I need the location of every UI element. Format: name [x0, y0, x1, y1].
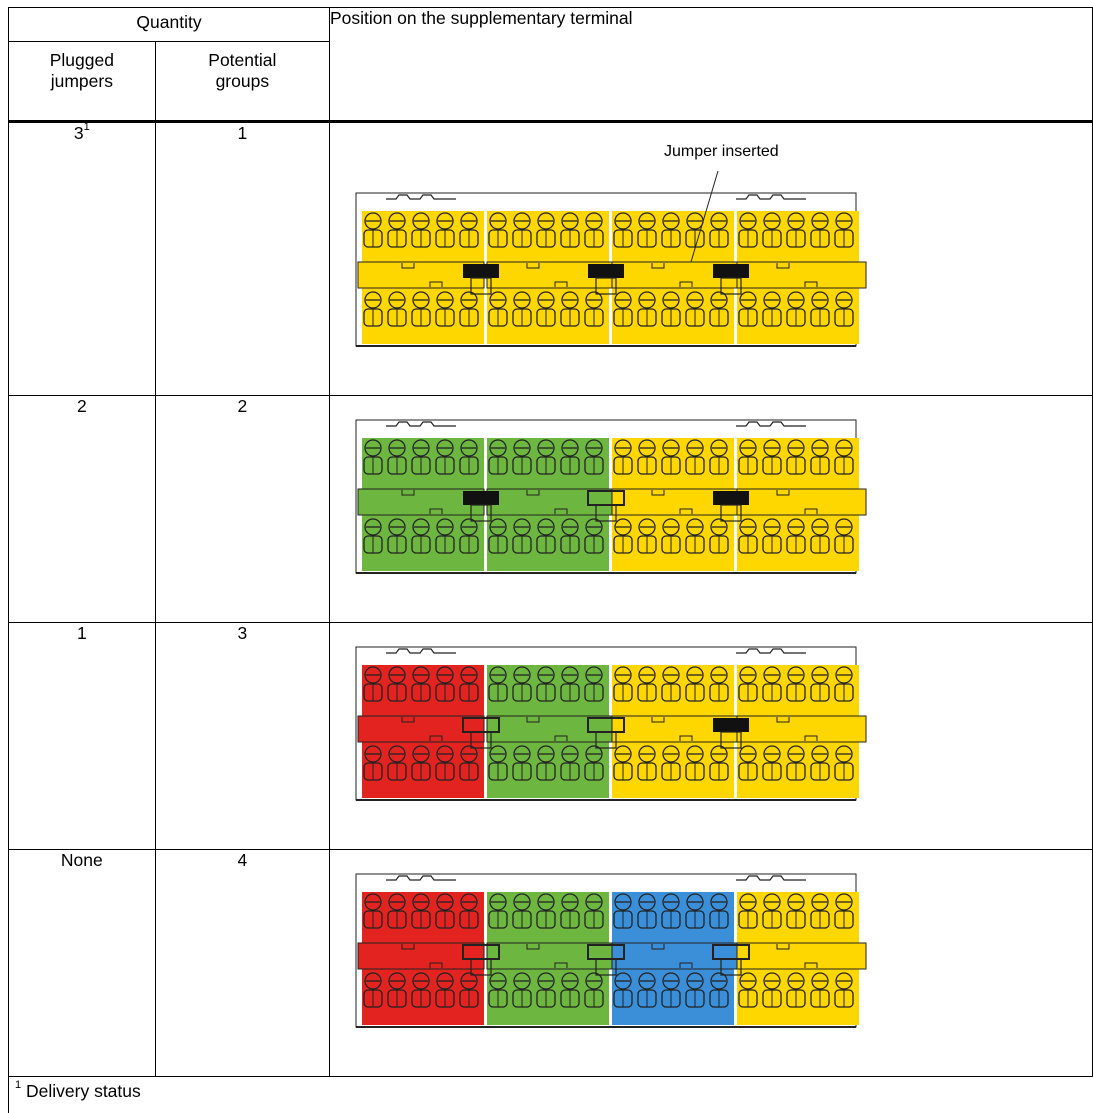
table-row: 31 1 Jumper inserted: [9, 122, 1093, 396]
callout-leader-line: [330, 123, 570, 273]
position-header-label: Position on the supplementary terminal: [330, 8, 633, 28]
potential-groups-value: 4: [237, 850, 247, 870]
bus-strip: [737, 943, 866, 969]
plugged-jumpers-cell: 1: [9, 623, 156, 850]
terminal-cell: [329, 623, 1092, 850]
plugged-jumpers-value: 2: [77, 396, 87, 416]
potential-groups-value: 2: [237, 396, 247, 416]
potential-groups-cell: 2: [155, 396, 329, 623]
terminal-cell: Jumper inserted: [329, 122, 1092, 396]
bus-strip: [612, 943, 737, 969]
bus-strip: [737, 489, 866, 515]
bus-strip: [487, 489, 612, 515]
position-header: Position on the supplementary terminal: [329, 8, 1092, 122]
bus-strip: [487, 716, 612, 742]
footnote-text: Delivery status: [26, 1081, 141, 1101]
table-row: 2 2: [9, 396, 1093, 623]
potential-groups-value: 3: [237, 623, 247, 643]
potential-groups-value: 1: [237, 123, 247, 143]
supplementary-terminal-diagram: [330, 850, 1092, 1076]
terminal-cell: [329, 396, 1092, 623]
potential-groups-cell: 4: [155, 850, 329, 1077]
supplementary-terminal-diagram: [330, 623, 1092, 849]
table-row: None 4: [9, 850, 1093, 1077]
jumper-inserted-icon: [713, 718, 749, 732]
plugged-jumpers-header: Plugged jumpers: [9, 42, 156, 122]
page: Quantity Position on the supplementary t…: [0, 0, 1093, 1086]
potential-groups-header: Potential groups: [155, 42, 329, 122]
bus-strip: [737, 716, 866, 742]
potential-groups-cell: 3: [155, 623, 329, 850]
table-row: 1 3: [9, 623, 1093, 850]
jumper-inserted-icon: [713, 491, 749, 505]
plugged-jumpers-cell: 2: [9, 396, 156, 623]
terminal-cell: [329, 850, 1092, 1077]
bus-strip: [358, 716, 484, 742]
jumper-inserted-icon: [713, 264, 749, 278]
potential-header-line1: Potential: [208, 50, 276, 70]
potential-header-line2: groups: [216, 71, 270, 91]
jumper-inserted-icon: [588, 264, 624, 278]
plugged-header-line2: jumpers: [51, 71, 113, 91]
footnote-row: 1 Delivery status: [9, 1077, 1093, 1113]
quantity-header-label: Quantity: [9, 8, 329, 33]
jumper-inserted-callout: Jumper inserted: [664, 143, 779, 161]
footnote-number: 1: [15, 1079, 21, 1091]
plugged-jumpers-cell: 31: [9, 122, 156, 396]
plugged-jumpers-value: 3: [74, 123, 84, 143]
plugged-jumpers-value: None: [61, 850, 103, 870]
plugged-header-line1: Plugged: [50, 50, 114, 70]
supplementary-terminal-diagram: [330, 396, 1092, 622]
quantity-header: Quantity: [9, 8, 330, 42]
jumper-table: Quantity Position on the supplementary t…: [8, 7, 1093, 1113]
bus-strip: [358, 943, 484, 969]
plugged-jumpers-value: 1: [77, 623, 87, 643]
bus-strip: [487, 943, 612, 969]
footnote-marker: 1: [84, 121, 90, 133]
plugged-jumpers-cell: None: [9, 850, 156, 1077]
potential-groups-cell: 1: [155, 122, 329, 396]
bus-strip: [737, 262, 866, 288]
jumper-inserted-icon: [463, 491, 499, 505]
footnote: 1 Delivery status: [9, 1077, 1093, 1113]
